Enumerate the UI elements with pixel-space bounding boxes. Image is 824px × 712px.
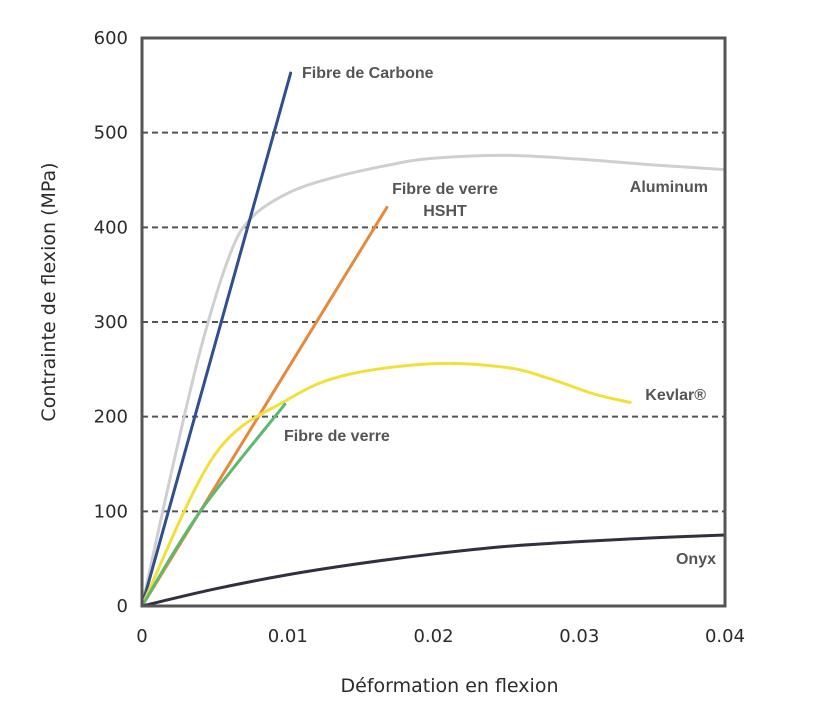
- x-tick-label: 0: [136, 626, 147, 647]
- grid-lines: [142, 131, 725, 513]
- series-label-onyx: Onyx: [676, 551, 716, 568]
- series-label-fibre-de-verre: Fibre de verre: [284, 428, 390, 445]
- y-tick-label: 100: [94, 501, 128, 522]
- y-tick-label: 300: [94, 312, 128, 333]
- series-lines: [140, 71, 727, 608]
- y-tick-label: 200: [94, 407, 128, 428]
- y-tick-label: 500: [94, 123, 128, 144]
- x-tick-label: 0.02: [413, 626, 453, 647]
- x-tick-label: 0.01: [268, 626, 308, 647]
- series-labels: Aluminum Fibre de Carbone Fibre de verre HS…: [284, 65, 716, 568]
- x-tick-label: 0.03: [559, 626, 599, 647]
- series-line-kevlar: [140, 361, 632, 608]
- y-axis-title: Contrainte de flexion (MPa): [38, 162, 60, 421]
- tick-labels: 0 100 200 300 400 500 600 0 0.01 0.02 0.03 0.04: [94, 28, 745, 647]
- y-tick-label: 0: [117, 596, 128, 617]
- series-line-onyx: [140, 533, 727, 608]
- plot-frame: [140, 36, 727, 608]
- y-tick-label: 600: [94, 28, 128, 49]
- series-line-fibre-de-verre: [140, 402, 287, 608]
- series-label-fibre-de-verre-hsht: Fibre de verre: [392, 181, 498, 198]
- series-line-fibre-de-carbone: [140, 71, 293, 608]
- x-axis-title: Déformation en flexion: [341, 675, 559, 697]
- series-label-fibre-de-carbone: Fibre de Carbone: [302, 65, 434, 82]
- series-label-fibre-de-verre-hsht: HSHT: [423, 203, 467, 220]
- y-tick-label: 400: [94, 217, 128, 238]
- x-tick-label: 0.04: [705, 626, 745, 647]
- series-line-aluminum: [140, 153, 727, 608]
- series-label-aluminum: Aluminum: [630, 179, 708, 196]
- series-label-kevlar: Kevlar®: [645, 387, 706, 404]
